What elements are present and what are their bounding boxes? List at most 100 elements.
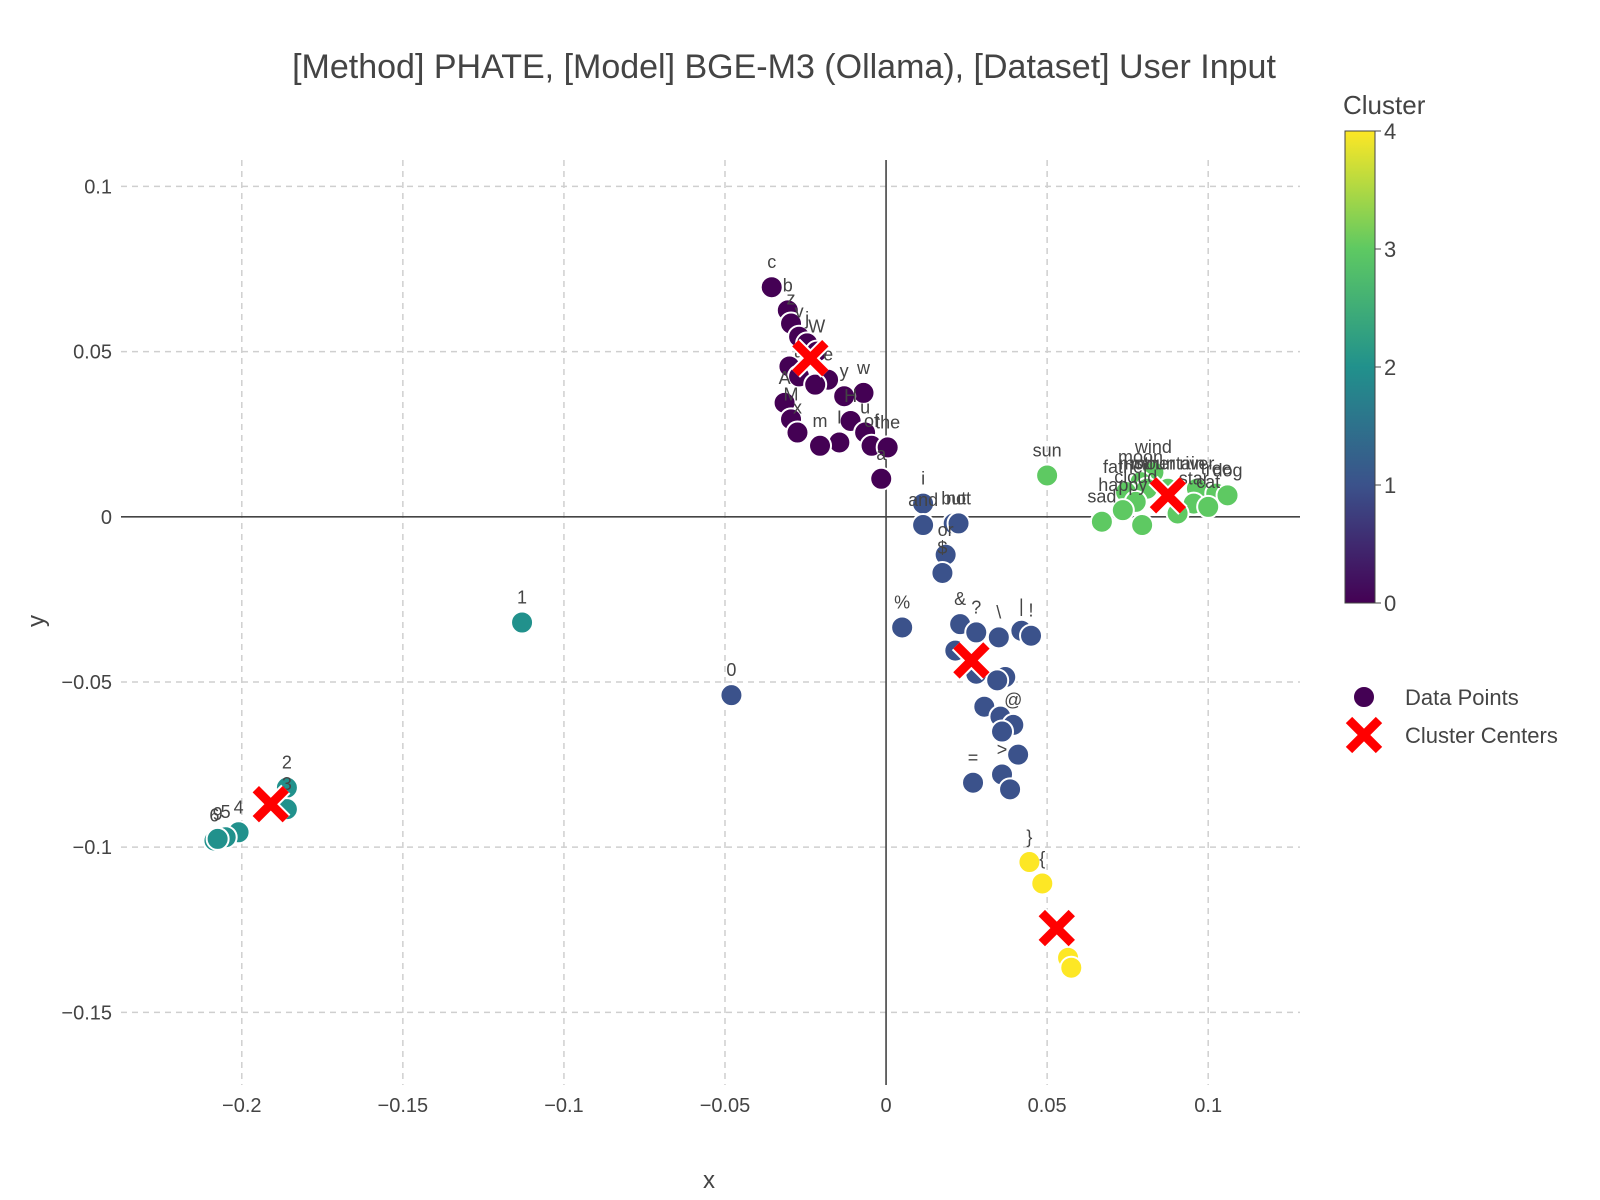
data-point-label: z [787,289,796,309]
data-point-label: tree [1201,459,1232,479]
colorbar-tick-label: 4 [1384,119,1396,144]
data-point-label: & [954,589,966,609]
data-point-label: 1 [517,588,527,608]
data-point-label: happy [1098,475,1147,495]
data-point-label: m [813,411,828,431]
data-point-label: 3 [282,774,292,794]
data-point-label: 6 [209,806,219,826]
data-point-label: 4 [234,797,244,817]
colorbar-ticks: 0 1 2 3 4 [1375,119,1396,616]
data-point-label: > [997,739,1008,759]
x-tick-label: −0.15 [378,1095,429,1117]
y-tick-label: 0 [101,507,112,529]
y-axis-title: y [23,615,50,627]
data-point-label: ? [971,597,981,617]
y-tick-label: 0.1 [84,176,112,198]
data-point-label: cloud [1114,467,1157,487]
data-point-label: w [856,358,871,378]
colorbar-tick-label: 1 [1384,473,1396,498]
data-point [832,384,857,409]
x-tick-label: 0 [880,1095,891,1117]
data-point-label: c [767,252,776,272]
data-point-label: river [1179,454,1214,474]
y-tick-labels: 0.1 0.05 0 −0.05 −0.1 −0.15 [61,176,112,1024]
point-labels-layer: cbzvjWaeowyAMHxuImoftheaiandbutnotor$%&?… [209,252,1242,868]
data-point-label: | [1019,596,1024,616]
data-point-label: b [783,275,793,295]
cluster-center-x [953,642,990,679]
data-point-label: mother [1119,454,1175,474]
data-point-label: star [1179,469,1209,489]
x-axis-title: x [703,1167,715,1194]
cluster-center-x [792,340,829,377]
data-point [961,770,986,795]
data-point [759,275,784,300]
data-point [1017,850,1042,875]
data-point [803,372,828,397]
data-point [1059,955,1084,980]
data-point-label: cat [1196,472,1220,492]
colorbar-tick-label: 0 [1384,591,1396,616]
data-point-label: 2 [282,753,292,773]
data-point-label: % [894,592,910,612]
data-point-label: H [844,386,857,406]
data-point [719,683,744,708]
legend[interactable]: Data Points Cluster Centers [1345,685,1558,754]
y-tick-label: −0.15 [61,1002,112,1024]
data-point [1035,463,1060,488]
data-point [875,435,900,460]
data-point-label: $ [937,538,947,558]
data-point-label: of [864,411,880,431]
data-point-label: { [1039,848,1045,868]
colorbar-tick-label: 2 [1384,355,1396,380]
data-point [205,826,230,851]
data-point [964,620,989,645]
x-tick-label: −0.1 [544,1095,583,1117]
data-point-label: @ [1004,690,1022,710]
data-point-label: or [938,520,954,540]
data-point-label: i [921,469,925,489]
data-point-label: } [1026,827,1032,847]
data-point-label: 0 [726,660,736,680]
cluster-center [1148,475,1188,515]
data-point [998,777,1023,802]
data-point-label: but [941,488,966,508]
data-point [990,719,1015,744]
data-point-label: \ [996,602,1001,622]
legend-cluster-centers-marker [1345,716,1383,754]
data-point-label: j [804,308,809,328]
data-point [930,560,955,585]
data-point [985,668,1010,693]
legend-cluster-centers-label: Cluster Centers [1405,723,1558,748]
colorbar [1344,130,1376,604]
data-point-label: 9 [213,804,223,824]
data-point-label: wind [1134,437,1172,457]
data-point-label: = [968,748,979,768]
y-tick-label: −0.1 [73,837,112,859]
data-point-label: 5 [221,802,231,822]
data-point-label: mountain [1131,454,1205,474]
cluster-center [790,338,830,378]
data-point-label: father [1103,457,1149,477]
data-point-label: e [823,345,833,365]
data-point-label: W [808,317,825,337]
cluster-center-x [252,786,289,823]
cluster-center-x [1149,477,1187,514]
zero-lines [121,160,1300,1085]
colorbar-tick-label: 3 [1384,237,1396,262]
x-tick-labels: −0.2 −0.15 −0.1 −0.05 0 0.05 0.1 [222,1095,1222,1117]
chart-title: [Method] PHATE, [Model] BGE-M3 (Ollama),… [292,48,1276,86]
grid-layer [121,160,1300,1085]
data-point-label: x [793,398,802,418]
data-point-label: a [876,444,887,464]
data-point-label: the [875,412,900,432]
data-point-label: v [795,302,804,322]
data-point-label: moon [1118,447,1163,467]
data-point [911,513,936,538]
data-point-label: y [840,361,849,381]
data-point [1215,483,1240,508]
legend-data-points-marker [1352,685,1376,709]
data-point-label: A [779,368,791,388]
